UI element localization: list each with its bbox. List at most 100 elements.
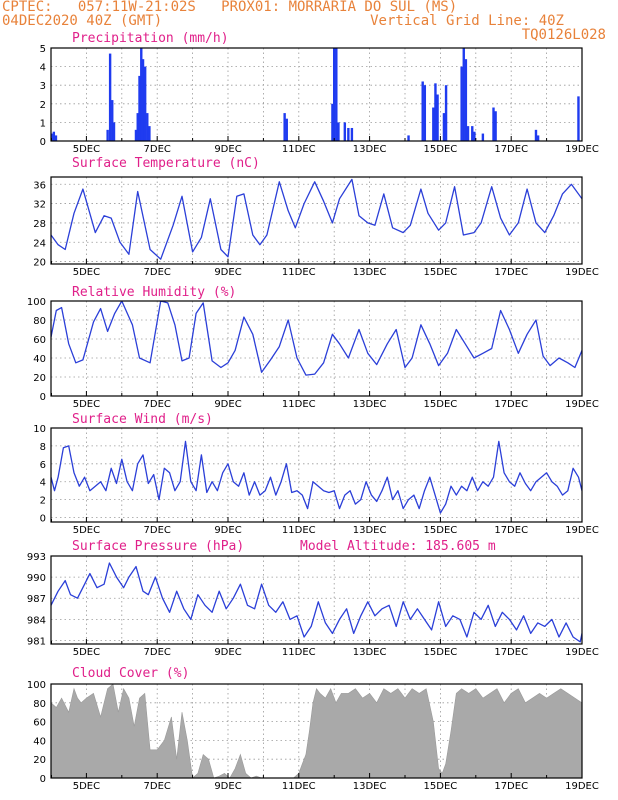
x-tick-label: 17DEC — [494, 267, 528, 278]
precip-bar — [140, 48, 143, 141]
plot-area-pressure — [51, 562, 582, 643]
x-tick-label: 11DEC — [282, 399, 316, 410]
x-tick-label: 17DEC — [494, 144, 528, 155]
panel-title: Surface Wind (m/s) — [72, 412, 213, 427]
x-tick-label: 13DEC — [353, 144, 387, 155]
y-tick-label: 10 — [33, 424, 46, 435]
x-tick-label: 9DEC — [214, 267, 241, 278]
precip-bar — [444, 85, 448, 141]
precip-bar — [51, 133, 53, 141]
precip-bar — [54, 135, 58, 141]
plot-area-precipitation — [51, 48, 580, 141]
y-tick-label: 36 — [33, 180, 46, 191]
y-tick-label: 4 — [40, 478, 46, 489]
precip-bar — [148, 126, 151, 141]
y-tick-label: 993 — [27, 552, 46, 563]
precip-bar — [343, 122, 347, 141]
x-tick-label: 7DEC — [144, 267, 171, 278]
precip-bar — [146, 113, 149, 141]
x-tick-label: 19DEC — [565, 144, 599, 155]
x-tick-label: 15DEC — [424, 267, 458, 278]
y-tick-label: 8 — [40, 442, 46, 453]
y-tick-label: 20 — [33, 258, 46, 269]
panel-title: Relative Humidity (%) — [72, 285, 236, 300]
x-tick-label: 9DEC — [214, 781, 241, 792]
y-tick-label: 24 — [33, 238, 46, 249]
x-tick-label: 15DEC — [424, 647, 458, 658]
x-tick-label: 5DEC — [73, 647, 100, 658]
x-tick-label: 9DEC — [214, 647, 241, 658]
x-tick-label: 19DEC — [565, 399, 599, 410]
precip-bar — [350, 127, 354, 141]
y-tick-label: 60 — [33, 335, 46, 346]
precip-bar — [460, 66, 463, 141]
x-tick-label: 17DEC — [494, 647, 528, 658]
y-tick-label: 20 — [33, 373, 46, 384]
x-tick-label: 5DEC — [73, 781, 100, 792]
plot-area-humidity — [51, 301, 582, 376]
x-tick-label: 9DEC — [214, 399, 241, 410]
y-tick-label: 100 — [27, 297, 46, 308]
x-tick-label: 7DEC — [144, 399, 171, 410]
x-tick-label: 5DEC — [73, 399, 100, 410]
y-tick-label: 3 — [40, 81, 46, 92]
y-tick-label: 2 — [40, 100, 46, 111]
precip-bar — [331, 103, 334, 141]
y-tick-label: 32 — [33, 200, 46, 211]
precip-bar — [134, 129, 138, 141]
y-tick-label: 987 — [27, 594, 46, 605]
panel-humidity: 0 20 40 60 80 100 5DEC 7DEC 9DEC 11DEC 13DEC 15DEC 1… — [27, 285, 599, 410]
header-model-code: TQ0126L028 — [521, 27, 606, 43]
x-tick-label: 13DEC — [353, 525, 387, 536]
precip-bar — [108, 53, 112, 141]
panel-wind: 0 2 4 6 8 10 5DEC 7DEC 9DEC 11DEC 13DEC 15DEC 17DEC 1… — [33, 412, 599, 536]
precip-bar — [423, 85, 427, 141]
x-tick-label: 9DEC — [214, 144, 241, 155]
y-tick-label: 40 — [33, 354, 46, 365]
precip-bar — [136, 113, 139, 141]
y-tick-label: 984 — [27, 615, 46, 626]
x-tick-label: 15DEC — [424, 781, 458, 792]
header-station-line: CPTEC: 057:11W-21:02S PROX01: MORRARIA D… — [2, 0, 458, 15]
precip-bar — [347, 127, 350, 141]
precip-bar — [481, 133, 485, 141]
x-tick-label: 7DEC — [144, 647, 171, 658]
precip-bar — [138, 75, 141, 141]
panel-cloud-cover: 0 20 40 60 80 100 5DEC 7DEC 9DEC 11DEC 13DEC 15DEC 1… — [27, 666, 599, 792]
y-tick-label: 0 — [40, 392, 46, 403]
x-tick-label: 15DEC — [424, 399, 458, 410]
precip-bar — [335, 48, 338, 141]
precip-bar — [536, 135, 540, 141]
x-tick-label: 19DEC — [565, 267, 599, 278]
plot-area-temperature — [51, 178, 582, 260]
x-tick-label: 11DEC — [282, 144, 316, 155]
x-tick-label: 7DEC — [144, 781, 171, 792]
panel-title: Cloud Cover (%) — [72, 666, 189, 681]
x-tick-label: 17DEC — [494, 399, 528, 410]
panel-subtitle: Model Altitude: 185.605 m — [300, 539, 496, 554]
precip-bar — [333, 48, 336, 141]
x-tick-label: 17DEC — [494, 781, 528, 792]
y-tick-label: 40 — [33, 736, 46, 747]
precip-bar — [52, 131, 56, 141]
precip-bar — [577, 96, 580, 141]
y-tick-label: 990 — [27, 573, 46, 584]
x-tick-label: 13DEC — [353, 267, 387, 278]
panel-frame — [50, 300, 583, 397]
x-tick-label: 19DEC — [565, 781, 599, 792]
y-tick-label: 80 — [33, 699, 46, 710]
pressure-line — [51, 562, 582, 643]
x-tick-label: 13DEC — [353, 781, 387, 792]
precip-bar — [407, 135, 410, 141]
precip-bar — [494, 111, 497, 141]
temperature-line — [51, 178, 582, 260]
cloud-cover-area — [51, 684, 582, 778]
precip-bar — [143, 66, 147, 141]
precip-bar — [471, 126, 474, 141]
panel-title: Surface Temperature (nC) — [72, 156, 260, 171]
precip-bar — [337, 122, 340, 141]
panel-pressure: 981 984 987 990 993 5DEC 7DEC 9DEC 11DEC 13DEC 15D… — [27, 539, 599, 658]
precip-bar — [285, 118, 288, 141]
panel-temperature: 20 24 28 32 36 5DEC 7DEC 9DEC 11DEC 13DEC 15DEC 17D… — [33, 156, 599, 278]
